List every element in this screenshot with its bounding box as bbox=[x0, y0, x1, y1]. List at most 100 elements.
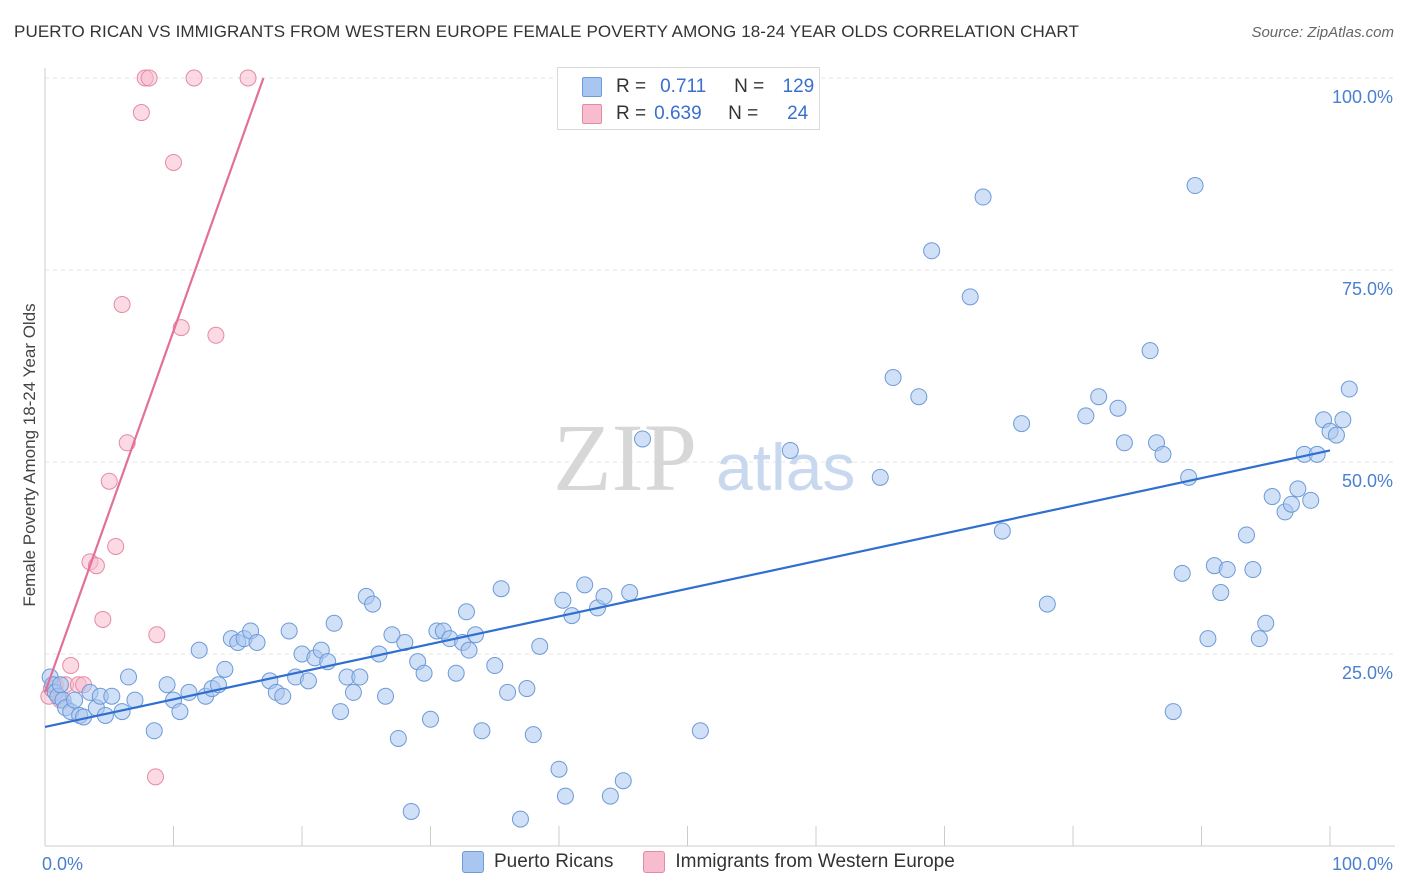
chart-title: PUERTO RICAN VS IMMIGRANTS FROM WESTERN … bbox=[14, 22, 1079, 41]
puerto-rican-point bbox=[1013, 415, 1031, 433]
puerto-rican-point bbox=[120, 668, 138, 686]
puerto-rican-point bbox=[554, 591, 572, 609]
puerto-rican-point bbox=[1302, 491, 1320, 509]
legend-item-western-europe: Immigrants from Western Europe bbox=[643, 851, 955, 873]
western-europe-point bbox=[147, 768, 165, 786]
western-europe-point bbox=[107, 537, 125, 555]
western-europe-point bbox=[132, 104, 150, 122]
legend-r-label: R = bbox=[616, 76, 647, 97]
puerto-rican-point bbox=[595, 587, 613, 605]
series-puerto-ricans-points bbox=[41, 177, 1358, 828]
puerto-rican-point bbox=[422, 710, 439, 728]
puerto-rican-point bbox=[1340, 380, 1358, 398]
puerto-rican-point bbox=[299, 672, 317, 690]
puerto-rican-point bbox=[961, 288, 979, 306]
puerto-rican-point bbox=[377, 687, 395, 705]
western-europe-point bbox=[140, 69, 158, 87]
puerto-rican-point bbox=[274, 687, 292, 705]
puerto-rican-point bbox=[1115, 434, 1133, 452]
puerto-rican-point bbox=[280, 622, 298, 640]
puerto-rican-point bbox=[550, 760, 568, 778]
x-tick-label: 100.0% bbox=[1332, 854, 1393, 874]
puerto-rican-point bbox=[614, 772, 632, 790]
puerto-rican-point bbox=[473, 722, 491, 740]
legend-swatch-puerto-ricans bbox=[582, 77, 602, 97]
puerto-rican-point bbox=[351, 668, 369, 686]
legend-label-western-europe: Immigrants from Western Europe bbox=[675, 851, 955, 872]
legend-r-value: 0.639 bbox=[654, 103, 702, 124]
western-europe-point bbox=[113, 296, 131, 314]
tick-labels: 25.0% 50.0% 75.0% 100.0% 0.0% 100.0% bbox=[42, 87, 1393, 874]
puerto-ricans-trend-line bbox=[44, 449, 1331, 729]
puerto-rican-point bbox=[1282, 495, 1300, 513]
puerto-rican-point bbox=[556, 787, 574, 805]
y-axis-title: Female Poverty Among 18-24 Year Olds bbox=[20, 303, 39, 606]
stats-legend: R = 0.711 N = 129 R = 0.639 N = 24 bbox=[557, 67, 820, 130]
puerto-rican-point bbox=[993, 522, 1011, 540]
puerto-rican-point bbox=[402, 802, 420, 820]
puerto-rican-point bbox=[171, 703, 189, 721]
legend-n-label: N = bbox=[728, 103, 759, 124]
puerto-rican-point bbox=[1173, 564, 1191, 582]
puerto-rican-point bbox=[910, 388, 928, 406]
y-tick-label: 25.0% bbox=[1342, 663, 1393, 683]
puerto-rican-point bbox=[499, 683, 517, 701]
puerto-rican-point bbox=[447, 664, 465, 682]
legend-item-puerto-ricans: Puerto Ricans bbox=[462, 851, 613, 873]
puerto-rican-point bbox=[145, 722, 163, 740]
puerto-rican-point bbox=[415, 664, 433, 682]
western-europe-point bbox=[94, 610, 112, 628]
puerto-rican-point bbox=[1038, 595, 1056, 613]
puerto-rican-point bbox=[524, 726, 542, 744]
puerto-rican-point bbox=[1186, 177, 1204, 195]
legend-r-label: R = bbox=[616, 103, 647, 124]
legend-swatch-puerto-ricans bbox=[462, 851, 484, 873]
puerto-rican-point bbox=[190, 641, 208, 659]
puerto-rican-point bbox=[216, 660, 234, 678]
western-europe-point bbox=[148, 626, 166, 644]
puerto-rican-point bbox=[66, 691, 84, 709]
puerto-rican-point bbox=[389, 729, 407, 747]
puerto-rican-point bbox=[1077, 407, 1095, 425]
legend-row-puerto-ricans: R = 0.711 N = 129 bbox=[582, 74, 814, 100]
trend-lines bbox=[43, 77, 1331, 729]
puerto-rican-point bbox=[1327, 426, 1345, 444]
puerto-rican-point bbox=[871, 468, 889, 486]
axes bbox=[44, 68, 1395, 847]
x-tick-label: 0.0% bbox=[42, 854, 83, 874]
puerto-rican-point bbox=[1250, 630, 1268, 648]
puerto-rican-point bbox=[1164, 703, 1182, 721]
western-europe-point bbox=[239, 69, 257, 87]
y-tick-label: 50.0% bbox=[1342, 471, 1393, 491]
puerto-rican-point bbox=[1334, 411, 1352, 429]
legend-n-value: 129 bbox=[782, 76, 815, 97]
y-tick-label: 75.0% bbox=[1342, 279, 1393, 299]
puerto-rican-point bbox=[51, 676, 69, 694]
puerto-rican-point bbox=[332, 703, 350, 721]
source-note: Source: ZipAtlas.com bbox=[1251, 24, 1394, 41]
western-europe-point bbox=[100, 472, 118, 490]
watermark-atlas: atlas bbox=[716, 430, 855, 504]
puerto-rican-point bbox=[383, 626, 401, 644]
puerto-rican-point bbox=[691, 722, 709, 740]
puerto-rican-point bbox=[1199, 630, 1217, 648]
puerto-rican-point bbox=[1109, 399, 1127, 417]
western-europe-trend-line bbox=[43, 77, 265, 693]
puerto-rican-point bbox=[492, 580, 510, 598]
puerto-rican-point bbox=[1154, 445, 1172, 463]
puerto-rican-point bbox=[884, 369, 902, 387]
puerto-rican-point bbox=[1289, 480, 1307, 498]
legend-row-western-europe: R = 0.639 N = 24 bbox=[582, 101, 808, 127]
legend-n-label: N = bbox=[734, 76, 765, 97]
puerto-rican-point bbox=[923, 242, 941, 260]
puerto-rican-point bbox=[1257, 614, 1275, 632]
puerto-rican-point bbox=[325, 614, 343, 632]
y-tick-label: 100.0% bbox=[1332, 87, 1393, 107]
puerto-rican-point bbox=[634, 430, 652, 448]
legend-label-puerto-ricans: Puerto Ricans bbox=[494, 851, 614, 872]
puerto-rican-point bbox=[1218, 561, 1236, 579]
gridlines bbox=[45, 77, 1395, 655]
puerto-rican-point bbox=[1090, 388, 1108, 406]
western-europe-point bbox=[207, 326, 225, 344]
